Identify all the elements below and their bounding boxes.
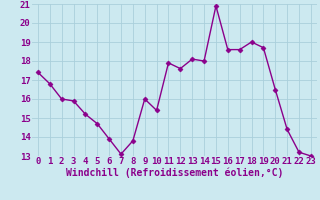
X-axis label: Windchill (Refroidissement éolien,°C): Windchill (Refroidissement éolien,°C) bbox=[66, 168, 283, 178]
